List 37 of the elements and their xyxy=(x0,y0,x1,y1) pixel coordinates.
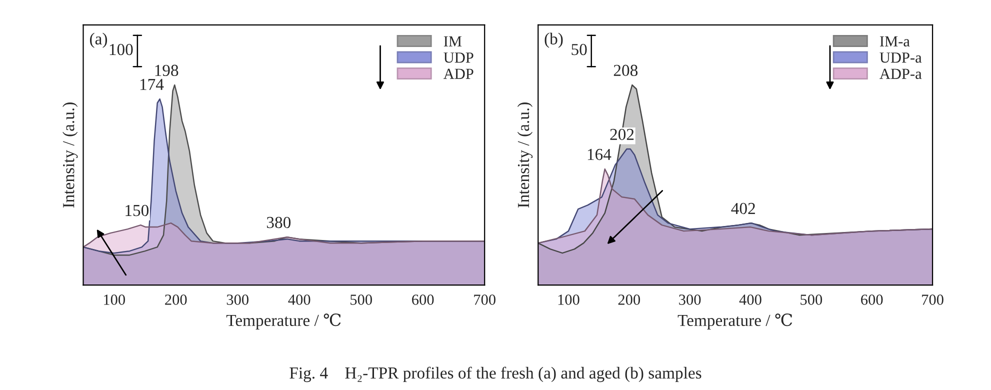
annotation: 198 xyxy=(155,64,178,76)
x-tick-label: 200 xyxy=(618,294,640,305)
legend-label: UDP xyxy=(444,52,474,63)
annotation: 402 xyxy=(731,202,755,214)
x-tick-label: 500 xyxy=(800,294,822,305)
legend-label: ADP xyxy=(443,68,474,79)
y-axis-title: Intensity / (a.u.) xyxy=(62,102,78,208)
annotation: 164 xyxy=(588,148,612,160)
text: 100 xyxy=(110,44,133,56)
annotation: 208 xyxy=(614,64,638,76)
annotation: 202 xyxy=(610,128,634,140)
x-axis-title: Temperature / ℃ xyxy=(678,314,792,330)
text: 50 xyxy=(572,44,587,56)
x-tick-label: 300 xyxy=(226,294,248,305)
annotation: 150 xyxy=(126,204,149,216)
x-tick-label: 500 xyxy=(350,294,372,305)
x-tick-label: 600 xyxy=(412,294,434,305)
x-tick-label: 700 xyxy=(922,294,944,305)
legend-label: IM-a xyxy=(880,36,910,46)
caption: Fig. 4 H₂-TPR profiles of the fresh (a) and aged (b) samples xyxy=(290,366,702,382)
legend-label: UDP-a xyxy=(880,52,922,63)
x-tick-label: 100 xyxy=(104,294,125,305)
x-tick-label: 700 xyxy=(474,294,496,305)
y-axis-title: Intensity / (a.u.) xyxy=(517,102,533,208)
text: (b) xyxy=(544,32,563,48)
x-tick-label: 300 xyxy=(679,294,701,305)
x-tick-label: 100 xyxy=(558,294,580,305)
text: (a) xyxy=(90,32,108,48)
x-tick-label: 400 xyxy=(288,294,310,305)
x-axis-title: Temperature / ℃ xyxy=(226,314,341,330)
annotation: 174 xyxy=(140,78,164,90)
x-tick-label: 600 xyxy=(861,294,883,305)
x-tick-label: 200 xyxy=(165,294,187,305)
legend-label: IM xyxy=(444,36,462,46)
x-tick-label: 400 xyxy=(739,294,762,305)
annotation: 380 xyxy=(266,216,291,228)
legend-label: ADP-a xyxy=(880,68,922,79)
